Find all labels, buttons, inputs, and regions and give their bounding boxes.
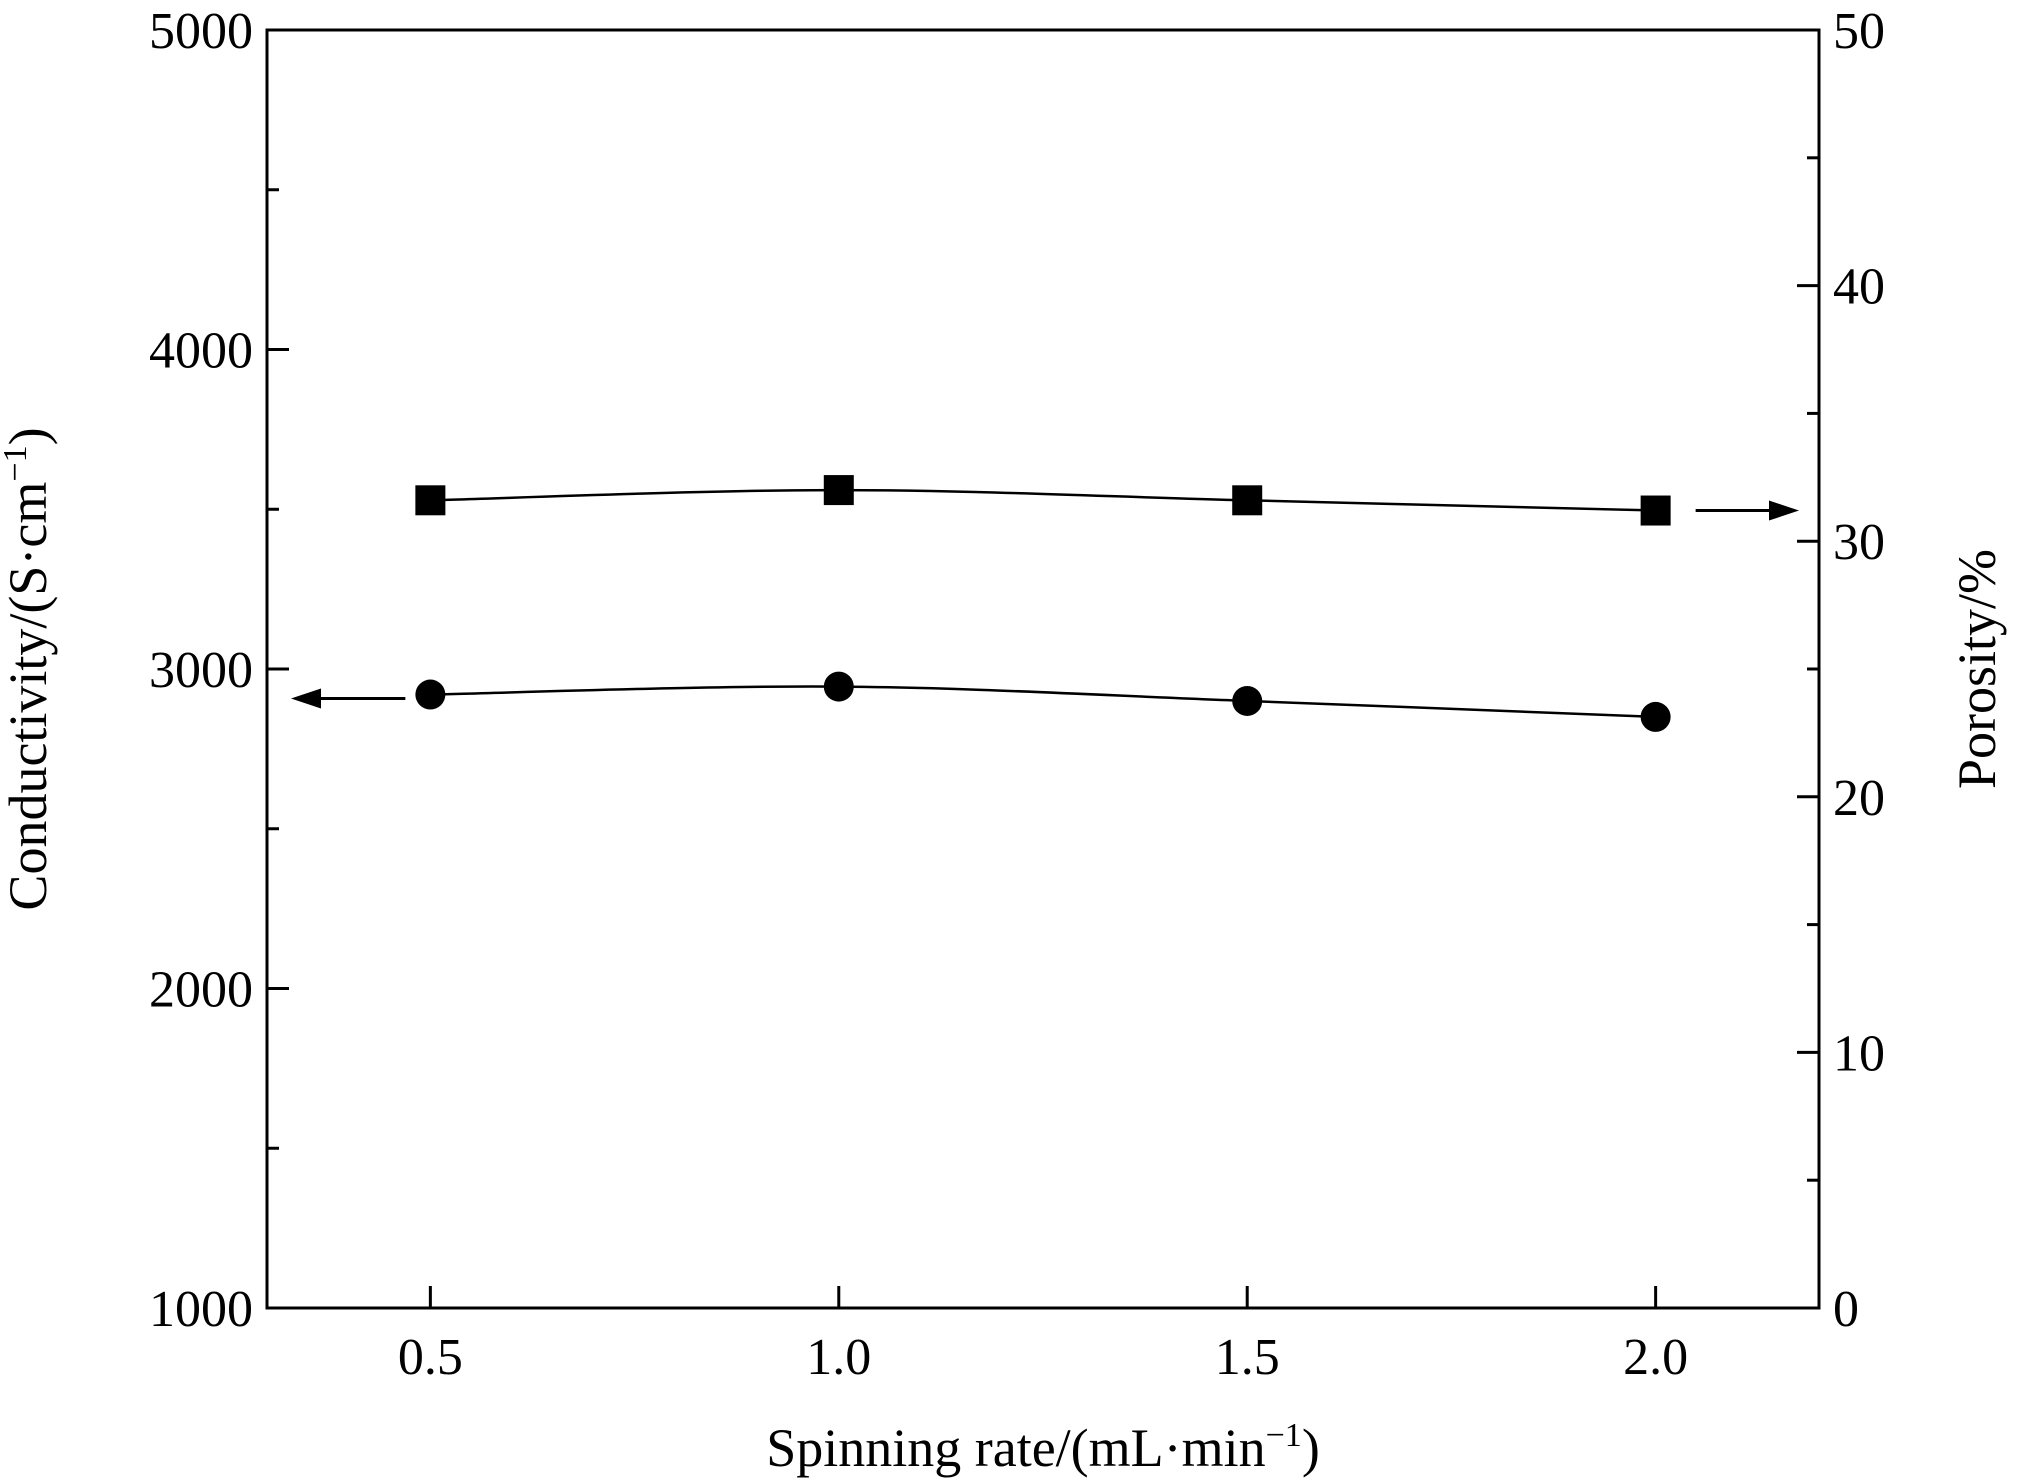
left-axis-title: Conductivity/(S·cm−1) xyxy=(0,427,58,910)
plot-frame xyxy=(265,28,1821,1310)
x-tick-label: 0.5 xyxy=(398,1329,463,1386)
x-tick-label: 1.5 xyxy=(1215,1329,1280,1386)
right-axis-arrow-head xyxy=(1769,500,1799,521)
right-tick-label: 20 xyxy=(1833,770,1885,827)
x-axis-ticks: 0.5 1.0 1.5 2.0 xyxy=(398,1286,1688,1386)
right-axis-ticks: 0 10 20 30 40 50 xyxy=(1797,3,1885,1338)
right-tick-label: 0 xyxy=(1833,1281,1859,1338)
left-tick-label: 2000 xyxy=(149,962,253,1019)
circle-marker xyxy=(415,679,446,710)
right-axis-title: Porosity/% xyxy=(1947,549,2007,789)
circle-marker xyxy=(823,671,854,702)
circle-marker xyxy=(1640,701,1671,732)
square-marker xyxy=(415,485,446,516)
x-tick-label: 1.0 xyxy=(806,1329,871,1386)
x-axis-title: Spinning rate/(mL·min−1) xyxy=(766,1417,1320,1478)
right-tick-label: 50 xyxy=(1833,3,1885,60)
axis-arrows xyxy=(291,500,1799,709)
left-axis-ticks: 1000 2000 3000 4000 5000 xyxy=(149,3,289,1338)
square-marker xyxy=(1232,485,1263,516)
square-marker xyxy=(1640,495,1671,526)
circle-marker xyxy=(1232,685,1263,716)
right-tick-label: 30 xyxy=(1833,514,1885,571)
right-tick-label: 10 xyxy=(1833,1025,1885,1082)
right-tick-label: 40 xyxy=(1833,259,1885,316)
square-marker xyxy=(823,475,854,506)
left-tick-label: 4000 xyxy=(149,323,253,380)
x-tick-label: 2.0 xyxy=(1623,1329,1688,1386)
square-series-line xyxy=(430,488,1656,512)
left-axis-arrow-head xyxy=(291,688,321,709)
circle-series-line xyxy=(430,685,1656,719)
left-tick-label: 5000 xyxy=(149,3,253,60)
left-tick-label: 1000 xyxy=(149,1281,253,1338)
series-layer xyxy=(415,475,1671,732)
left-tick-label: 3000 xyxy=(149,642,253,699)
